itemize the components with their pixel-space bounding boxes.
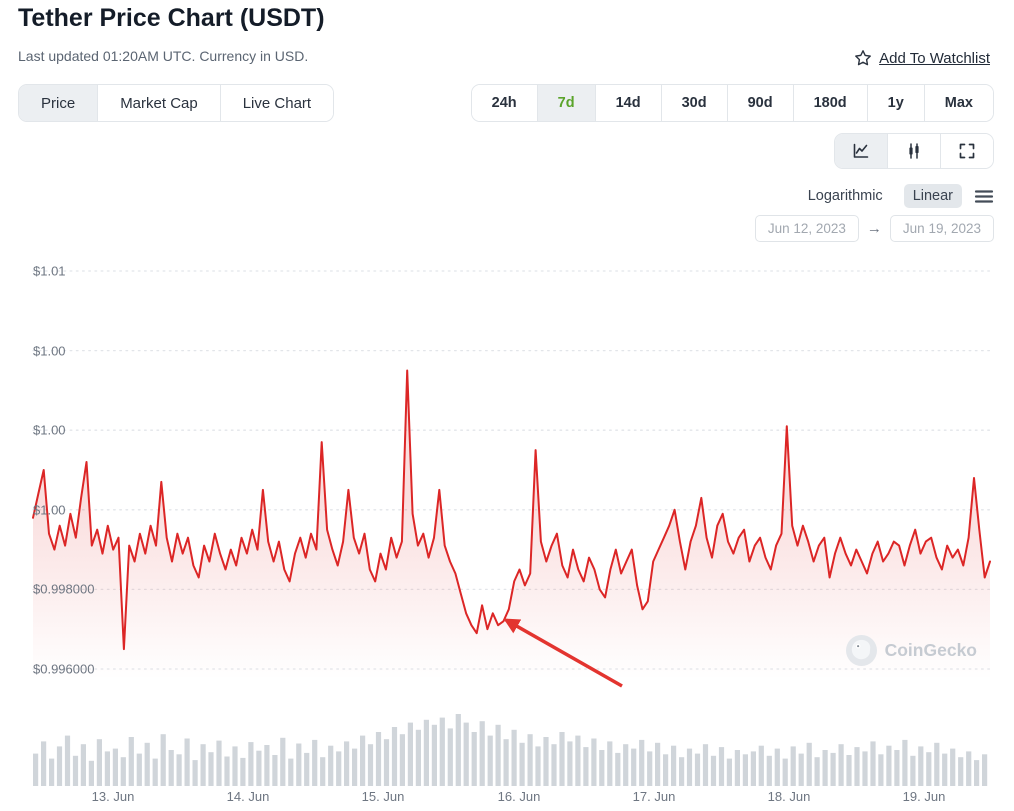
- range-1y[interactable]: 1y: [867, 85, 925, 121]
- range-7d[interactable]: 7d: [537, 85, 596, 121]
- candlestick-button[interactable]: [888, 134, 941, 168]
- range-30d[interactable]: 30d: [661, 85, 728, 121]
- price-chart[interactable]: $1.01 $1.00 $1.00 $1.00 $0.998000 $0.996000 1…: [0, 252, 1014, 811]
- chart-type-buttons: [834, 133, 994, 169]
- line-chart-button[interactable]: [835, 134, 888, 168]
- watchlist-label: Add To Watchlist: [879, 49, 990, 67]
- price-line-series: [32, 369, 991, 651]
- date-from-input[interactable]: Jun 12, 2023: [754, 215, 859, 242]
- range-24h[interactable]: 24h: [471, 85, 538, 121]
- metric-tabs: Price Market Cap Live Chart: [18, 84, 335, 122]
- star-icon: [854, 49, 872, 67]
- time-range-tabs: 24h 7d 14d 30d 90d 180d 1y Max: [470, 84, 994, 122]
- range-90d[interactable]: 90d: [727, 85, 794, 121]
- watermark-label: CoinGecko: [884, 640, 977, 660]
- coingecko-logo-icon: [845, 635, 877, 666]
- fullscreen-button[interactable]: [941, 134, 993, 168]
- page-title: Tether Price Chart (USDT): [18, 4, 325, 32]
- scale-logarithmic[interactable]: Logarithmic: [807, 188, 883, 204]
- annotation-arrow: [503, 618, 623, 688]
- line-chart-icon: [852, 142, 870, 160]
- price-chart-canvas[interactable]: [0, 252, 1014, 811]
- coingecko-watermark: CoinGecko: [845, 635, 977, 666]
- last-updated-text: Last updated 01:20AM UTC. Currency in US…: [18, 48, 309, 64]
- add-to-watchlist-link[interactable]: Add To Watchlist: [854, 49, 990, 67]
- fullscreen-icon: [958, 142, 976, 160]
- date-to-input[interactable]: Jun 19, 2023: [889, 215, 994, 242]
- date-range-arrow: →: [866, 220, 882, 237]
- range-180d[interactable]: 180d: [793, 85, 868, 121]
- scale-linear[interactable]: Linear: [903, 184, 962, 208]
- tab-live-chart[interactable]: Live Chart: [220, 85, 334, 121]
- date-range-row: Jun 12, 2023 → Jun 19, 2023: [754, 215, 994, 242]
- candlestick-icon: [905, 142, 923, 160]
- volume-bars: [33, 714, 988, 786]
- range-max[interactable]: Max: [924, 85, 993, 121]
- tab-market-cap[interactable]: Market Cap: [98, 85, 221, 121]
- price-area-fill: [33, 370, 990, 680]
- range-14d[interactable]: 14d: [595, 85, 662, 121]
- chart-menu-icon[interactable]: [974, 187, 994, 206]
- tab-price[interactable]: Price: [19, 85, 99, 121]
- scale-toggle-row: Logarithmic Linear: [799, 184, 994, 208]
